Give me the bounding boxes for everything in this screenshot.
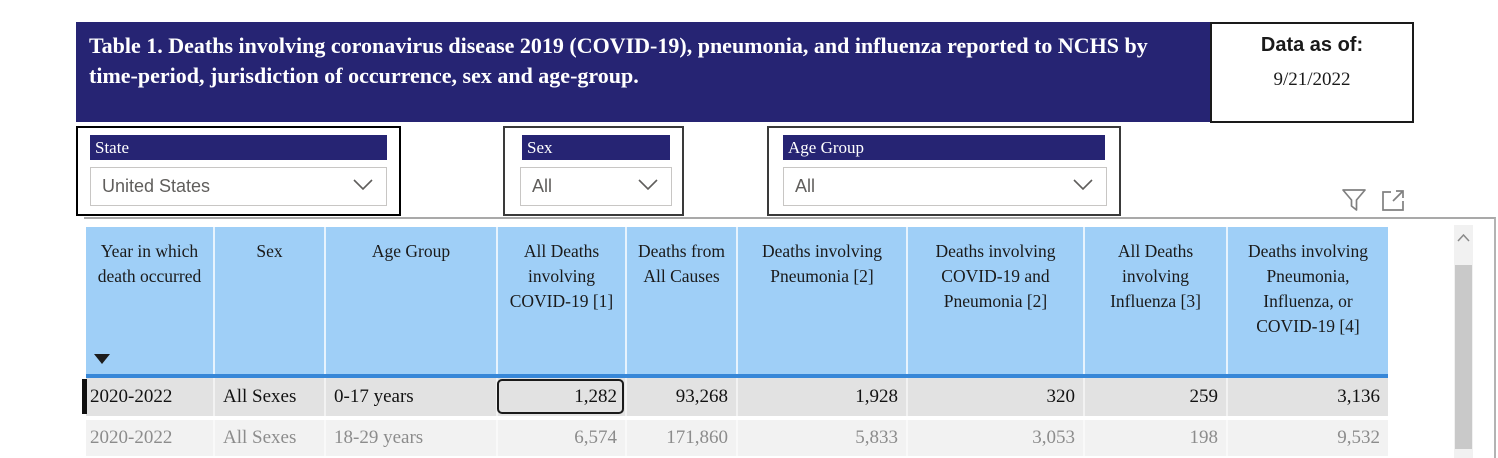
sex-filter-label: Sex <box>522 135 670 160</box>
table-header-row: Year in which death occurred Sex Age Gro… <box>86 227 1388 378</box>
chevron-down-icon <box>352 176 374 197</box>
table-cell[interactable]: 259 <box>1085 378 1228 416</box>
table-cell[interactable]: 2020-2022 <box>86 378 215 416</box>
age-group-filter-label: Age Group <box>783 135 1105 160</box>
column-header-label: Sex <box>256 241 283 261</box>
table-cell[interactable]: 0-17 years <box>326 378 498 416</box>
state-dropdown-value: United States <box>102 176 211 196</box>
column-header-covid-and-pneumonia[interactable]: Deaths involving COVID-19 and Pneumonia … <box>908 227 1085 374</box>
sex-dropdown-value: All <box>532 176 553 196</box>
sex-dropdown[interactable]: All <box>520 167 672 206</box>
state-filter: State United States <box>76 126 401 216</box>
scroll-up-icon[interactable] <box>1454 231 1473 251</box>
column-header-label: All Deaths involving Influenza [3] <box>1110 241 1201 311</box>
column-header-year[interactable]: Year in which death occurred <box>86 227 215 374</box>
table-cell[interactable]: 3,053 <box>908 420 1085 456</box>
chevron-down-icon <box>1072 176 1094 197</box>
table-cell[interactable]: 2020-2022 <box>86 420 215 456</box>
data-as-of-date: 9/21/2022 <box>1273 69 1351 90</box>
state-dropdown[interactable]: United States <box>90 167 387 206</box>
table-body: 2020-2022 All Sexes 0-17 years 1,282 93,… <box>86 378 1388 456</box>
scrollbar-thumb[interactable] <box>1455 265 1472 449</box>
sex-filter: Sex All <box>503 126 684 216</box>
filter-icon[interactable] <box>1340 186 1368 214</box>
data-as-of-label: Data as of: <box>1260 34 1364 56</box>
table-scrollbar[interactable] <box>1454 225 1473 458</box>
state-filter-label: State <box>90 135 387 160</box>
table-cell[interactable]: 198 <box>1085 420 1228 456</box>
column-header-label: Year in which death occurred <box>97 241 202 286</box>
column-header-label: All Deaths involving COVID-19 [1] <box>509 241 614 311</box>
table-cell[interactable]: 9,532 <box>1337 427 1380 448</box>
focus-mode-icon[interactable] <box>1379 186 1407 214</box>
table-cell-focused[interactable]: 1,282 <box>498 378 627 416</box>
table-cell[interactable]: 93,268 <box>627 378 738 416</box>
age-group-dropdown-value: All <box>795 176 816 196</box>
column-header-age-group[interactable]: Age Group <box>326 227 498 374</box>
column-header-label: Age Group <box>371 241 451 261</box>
table-cell[interactable]: 320 <box>908 378 1085 416</box>
column-header-sex[interactable]: Sex <box>215 227 326 374</box>
page-title: Table 1. Deaths involving coronavirus di… <box>76 22 1210 122</box>
table-cell[interactable]: 1,928 <box>738 378 908 416</box>
row-selection-indicator <box>82 379 87 414</box>
chevron-down-icon <box>637 176 659 197</box>
table-cell[interactable]: 5,833 <box>738 420 908 456</box>
column-header-pneumonia[interactable]: Deaths involving Pneumonia [2] <box>738 227 908 374</box>
column-header-label: Deaths involving Pneumonia [2] <box>761 241 883 286</box>
age-group-dropdown[interactable]: All <box>783 167 1107 206</box>
column-header-label: Deaths involving COVID-19 and Pneumonia … <box>935 241 1056 311</box>
column-header-label: Deaths from All Causes <box>638 241 725 286</box>
table-cell[interactable]: 3,136 <box>1337 386 1380 407</box>
column-header-all-causes[interactable]: Deaths from All Causes <box>627 227 738 374</box>
table-cell[interactable]: All Sexes <box>215 420 326 456</box>
data-table: Year in which death occurred Sex Age Gro… <box>84 217 1496 458</box>
table-cell[interactable]: 18-29 years <box>326 420 498 456</box>
sort-descending-icon <box>94 354 110 364</box>
column-header-covid-deaths[interactable]: All Deaths involving COVID-19 [1] <box>498 227 627 374</box>
age-group-filter: Age Group All <box>767 126 1121 216</box>
column-header-pneumonia-influenza-covid[interactable]: Deaths involving Pneumonia, Influenza, o… <box>1228 227 1388 374</box>
table-cell[interactable]: All Sexes <box>215 378 326 416</box>
column-header-label: Deaths involving Pneumonia, Influenza, o… <box>1247 241 1369 336</box>
table-cell[interactable]: 171,860 <box>627 420 738 456</box>
column-header-influenza[interactable]: All Deaths involving Influenza [3] <box>1085 227 1228 374</box>
data-as-of-box: Data as of: 9/21/2022 <box>1210 22 1414 123</box>
table-row-selected[interactable]: 2020-2022 All Sexes 0-17 years 1,282 93,… <box>86 378 1388 416</box>
table-cell[interactable]: 6,574 <box>498 420 627 456</box>
table-row[interactable]: 2020-2022 All Sexes 18-29 years 6,574 17… <box>86 420 1388 456</box>
